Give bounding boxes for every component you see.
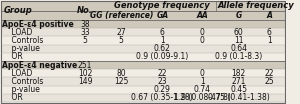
Text: 0.9 (0.1-8.3): 0.9 (0.1-8.3)	[215, 52, 262, 61]
Text: p-value: p-value	[2, 85, 40, 94]
Text: 23: 23	[158, 77, 167, 86]
Text: 0: 0	[200, 36, 205, 45]
Text: 25: 25	[264, 77, 274, 86]
Text: 22: 22	[158, 69, 167, 78]
Text: 11: 11	[234, 36, 243, 45]
Text: 80: 80	[116, 69, 126, 78]
Text: 27: 27	[116, 28, 126, 37]
Bar	[1, 69, 286, 77]
Text: 0.64: 0.64	[230, 44, 247, 53]
Bar	[1, 86, 286, 94]
Text: 5: 5	[119, 36, 124, 45]
Text: 271: 271	[232, 77, 246, 86]
Text: LOAD: LOAD	[2, 69, 32, 78]
Text: 0: 0	[200, 69, 205, 78]
Text: 1.9 (0.08-47.8): 1.9 (0.08-47.8)	[174, 93, 231, 102]
Text: G: G	[236, 11, 242, 20]
Text: 0.62: 0.62	[154, 44, 171, 53]
Text: 33: 33	[80, 28, 90, 37]
Text: 102: 102	[78, 69, 92, 78]
Text: 0.75 (0.41-1.38): 0.75 (0.41-1.38)	[208, 93, 270, 102]
Text: A: A	[266, 11, 272, 20]
Text: Group: Group	[4, 6, 32, 15]
Text: GA: GA	[156, 11, 168, 20]
Text: Controls: Controls	[2, 77, 43, 86]
Text: 0.45: 0.45	[230, 85, 247, 94]
Text: 0.9 (0.09-9.1): 0.9 (0.09-9.1)	[136, 52, 188, 61]
Text: 0.74: 0.74	[194, 85, 211, 94]
Bar	[1, 28, 286, 36]
Bar	[1, 1, 286, 20]
Text: 22: 22	[265, 69, 274, 78]
Bar	[1, 36, 286, 45]
Bar	[1, 94, 286, 102]
Text: AA: AA	[196, 11, 208, 20]
Text: ApoE-ε4 negative: ApoE-ε4 negative	[2, 61, 77, 70]
Text: 1: 1	[160, 36, 165, 45]
Text: 0: 0	[200, 28, 205, 37]
Text: 5: 5	[82, 36, 87, 45]
Text: 1: 1	[200, 77, 205, 86]
Text: 1: 1	[267, 36, 272, 45]
Text: p-value: p-value	[2, 44, 40, 53]
Text: No.: No.	[77, 6, 93, 15]
Bar	[1, 45, 286, 53]
Text: 125: 125	[114, 77, 128, 86]
Text: LOAD: LOAD	[2, 28, 32, 37]
Text: 251: 251	[78, 61, 92, 70]
Text: Allele frequency: Allele frequency	[218, 1, 294, 11]
Bar	[1, 20, 286, 28]
Text: 0.67 (0.35-1.28): 0.67 (0.35-1.28)	[131, 93, 193, 102]
Text: Controls: Controls	[2, 36, 43, 45]
Text: 6: 6	[160, 28, 165, 37]
Bar	[1, 53, 286, 61]
Text: 149: 149	[78, 77, 92, 86]
Text: 60: 60	[234, 28, 244, 37]
Text: ApoE-ε4 positive: ApoE-ε4 positive	[2, 20, 74, 29]
Bar	[1, 77, 286, 86]
Text: OR: OR	[2, 93, 23, 102]
Text: 182: 182	[232, 69, 246, 78]
Text: OR: OR	[2, 52, 23, 61]
Text: GG (reference): GG (reference)	[90, 11, 153, 20]
Text: 6: 6	[267, 28, 272, 37]
Text: 38: 38	[80, 20, 90, 29]
Text: 0.29: 0.29	[154, 85, 171, 94]
Text: Genotype frequency: Genotype frequency	[114, 1, 210, 11]
Bar	[1, 61, 286, 69]
